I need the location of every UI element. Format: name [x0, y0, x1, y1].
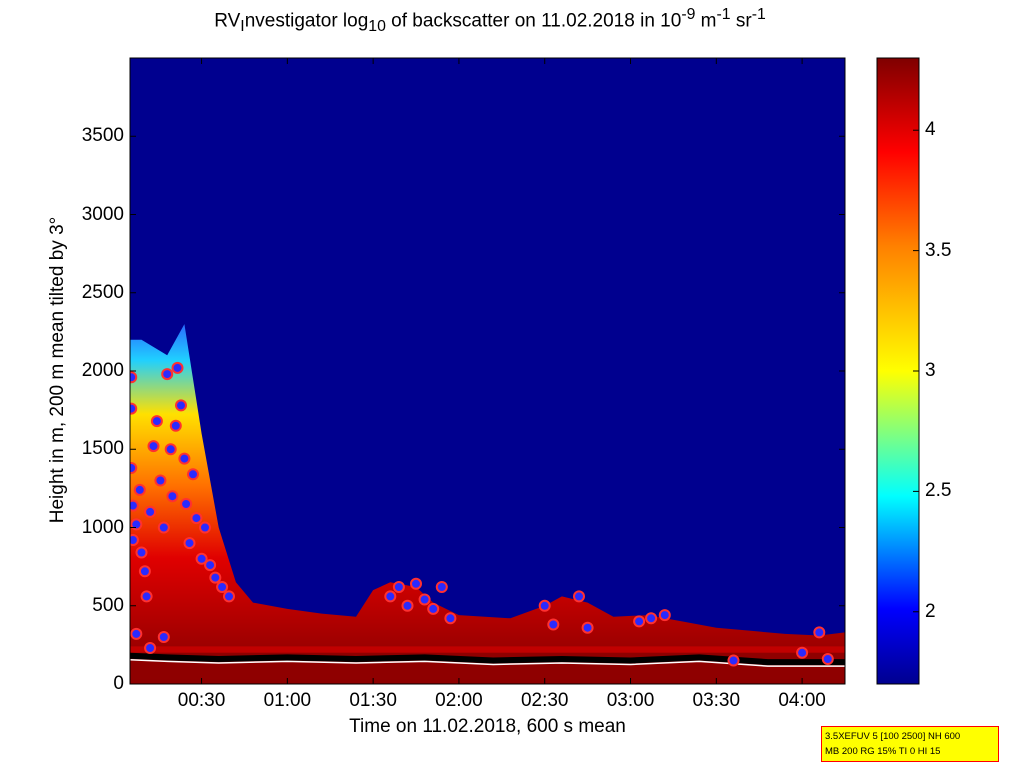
cloud-base-marker	[150, 415, 163, 428]
cloud-base-marker	[418, 593, 431, 606]
processing-info-box: 3.5XEFUV 5 [100 2500] NH 600 MB 200 RG 1…	[821, 726, 999, 762]
cloud-base-marker	[658, 609, 671, 622]
x-tick-label: 03:30	[692, 690, 741, 711]
tick-marks	[130, 58, 845, 685]
cloud-base-marker	[140, 590, 153, 603]
cloud-base-marker	[130, 518, 143, 531]
heatmap-layer	[130, 324, 845, 684]
cloud-base-marker	[147, 440, 160, 453]
cloud-base-marker	[164, 443, 177, 456]
cloud-base-marker	[161, 368, 174, 381]
cloud-base-marker	[166, 490, 179, 503]
y-tick-label: 1500	[81, 438, 124, 460]
cloud-base-marker	[178, 452, 191, 465]
colorbar-tick-marks	[913, 129, 919, 613]
cloud-base-marker	[130, 371, 138, 384]
plot-background	[130, 58, 845, 684]
cloud-base-marker	[547, 618, 560, 631]
x-tick-label: 01:00	[263, 690, 312, 711]
cloud-base-marker	[209, 571, 222, 584]
cloud-base-marker	[130, 627, 143, 640]
cloud-base-marker	[157, 631, 170, 643]
cloud-base-marker	[581, 621, 594, 634]
cloud-base-marker	[175, 399, 187, 412]
cloud-base-marker	[195, 552, 208, 565]
cloud-base-marker	[171, 361, 184, 374]
cloud-base-marker	[190, 512, 203, 525]
cloud-base-marker	[130, 499, 139, 512]
cloud-base-marker	[183, 537, 196, 550]
cloud-base-marker	[135, 546, 148, 559]
cloud-base-marker	[410, 577, 422, 590]
cloud-base-marker	[813, 626, 826, 639]
cloud-base-marker	[199, 521, 211, 534]
info-line-1: 3.5XEFUV 5 [100 2500] NH 600	[825, 731, 961, 742]
cloud-base-marker	[130, 402, 138, 415]
y-tick-label: 1000	[81, 516, 124, 538]
x-tick-label: 02:00	[435, 690, 483, 711]
surface-layer-line-highlight	[130, 659, 845, 667]
cloud-base-marker	[187, 468, 199, 481]
cloud-base-marker	[821, 653, 834, 665]
y-tick-label: 3500	[81, 125, 124, 147]
cloud-base-marker	[538, 599, 551, 612]
cloud-base-marker	[130, 534, 139, 546]
x-axis-label: Time on 11.02.2018, 600 s mean	[349, 716, 626, 737]
cloud-base-marker	[796, 646, 809, 659]
cloud-base-marker	[573, 590, 585, 603]
cloud-base-marker	[392, 581, 405, 593]
cloud-base-marker	[138, 565, 151, 578]
colorbar-tick-label: 4	[925, 119, 936, 141]
cloud-base-marker	[435, 581, 448, 593]
y-tick-label: 2500	[81, 281, 124, 303]
cloud-base-marker	[180, 498, 193, 510]
y-tick-label: 0	[113, 673, 124, 694]
cloud-base-marker	[144, 505, 157, 518]
chart-title: RVInvestigator log10 of backscatter on 1…	[214, 6, 766, 36]
colorbar-tick-label: 3	[925, 360, 936, 381]
cloud-base-marker	[427, 602, 440, 615]
x-tick-label: 02:30	[520, 690, 569, 711]
cloud-base-marker	[154, 474, 167, 487]
cloud-base-marker	[204, 559, 217, 572]
cloud-base-marker	[216, 581, 229, 593]
cloud-base-marker	[144, 642, 157, 654]
colorbar-tick-label: 2	[925, 600, 936, 622]
x-tick-label: 00:30	[177, 690, 226, 711]
cloud-base-marker	[384, 590, 397, 603]
cloud-base-marker	[223, 590, 235, 603]
colorbar-tick-label: 2.5	[925, 480, 952, 502]
colorbar-tick-label: 3.5	[925, 239, 952, 261]
cloud-base-marker	[645, 612, 658, 625]
cloud-base-marker	[727, 654, 740, 667]
cloud-base-marker	[130, 462, 138, 474]
x-tick-label: 04:00	[778, 690, 826, 711]
info-line-2: MB 200 RG 15% TI 0 HI 15	[825, 746, 941, 757]
surface-layer-line	[130, 652, 845, 666]
cloud-base-marker	[444, 612, 457, 625]
cloud-base-marker	[169, 419, 182, 432]
cloud-base-marker	[157, 521, 170, 534]
y-tick-label: 2000	[81, 360, 124, 381]
y-tick-label: 500	[92, 594, 124, 616]
y-tick-label: 3000	[81, 203, 124, 225]
cloud-base-marker	[633, 615, 646, 628]
x-tick-label: 03:00	[606, 690, 655, 711]
colorbar	[876, 57, 920, 685]
x-tick-label: 01:30	[349, 690, 397, 711]
cloud-base-marker	[401, 599, 414, 612]
cloud-base-marker	[133, 483, 146, 496]
